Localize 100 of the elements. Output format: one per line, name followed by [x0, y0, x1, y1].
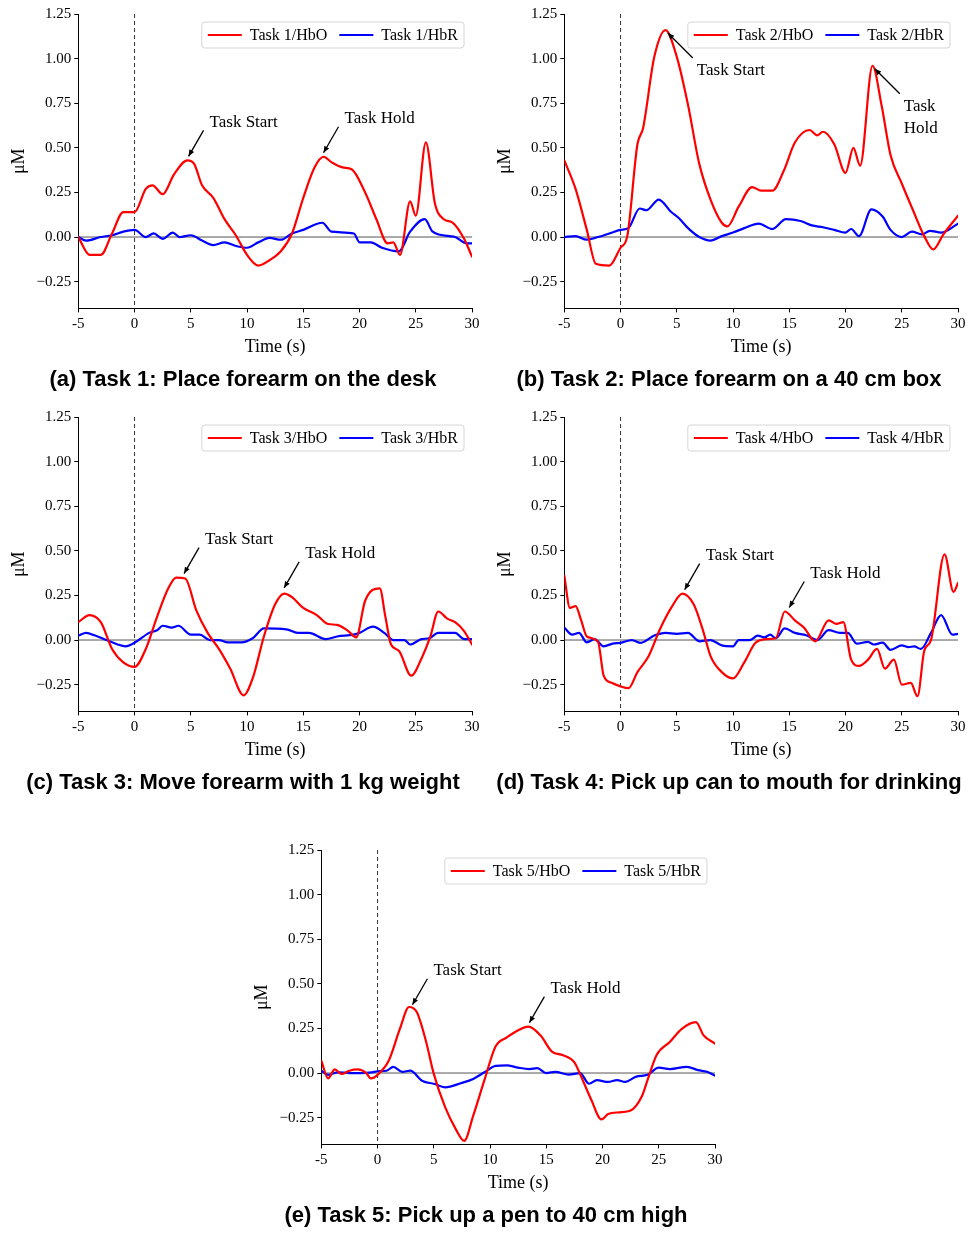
- y-tick-label: 0.00: [45, 630, 72, 647]
- legend-label: Task 5/HbO: [492, 862, 571, 880]
- y-tick-label: 1.25: [45, 4, 72, 21]
- x-tick-label: 10: [482, 1151, 498, 1168]
- line-series: [78, 141, 472, 267]
- line-series: [321, 1064, 715, 1089]
- x-axis-title: Time (s): [730, 335, 792, 357]
- x-tick-label: 0: [616, 718, 625, 735]
- annotation: Task Hold: [305, 543, 376, 563]
- annotation: Task Start: [696, 60, 766, 80]
- y-tick-label: −0.25: [36, 675, 72, 692]
- x-axis-title: Time (s): [244, 738, 306, 760]
- annotation: Task Start: [433, 960, 502, 980]
- x-tick-label: 10: [725, 315, 741, 332]
- x-tick-label: 15: [538, 1151, 554, 1168]
- line-series: [78, 218, 472, 253]
- x-tick-label: 25: [894, 718, 910, 735]
- y-tick-label: 0.50: [45, 138, 72, 155]
- y-tick-label: 1.25: [531, 407, 558, 424]
- x-tick-label: 20: [352, 718, 368, 735]
- y-tick-label: 1.00: [531, 452, 558, 469]
- x-tick-label: 10: [725, 718, 741, 735]
- y-tick-label: 1.00: [45, 49, 72, 66]
- x-tick-label: 0: [616, 315, 625, 332]
- y-tick-label: 0.00: [45, 227, 72, 244]
- line-series: [564, 613, 958, 651]
- line-series: [564, 28, 958, 267]
- y-tick-label: 0.50: [531, 541, 558, 558]
- x-tick-label: 30: [707, 1151, 723, 1168]
- legend-label: Task 4/HbO: [735, 429, 814, 447]
- y-tick-label: 0.50: [288, 974, 315, 991]
- y-tick-label: 0.50: [45, 541, 72, 558]
- y-tick-label: 0.50: [531, 138, 558, 155]
- x-tick-label: 20: [352, 315, 368, 332]
- x-tick-label: 25: [408, 718, 424, 735]
- x-tick-label: 30: [950, 718, 966, 735]
- y-axis-title: μM: [493, 148, 514, 175]
- text: (a) Task 1: Place forearm on the desk: [48, 366, 438, 392]
- annotation: Task Hold: [550, 978, 622, 998]
- x-tick-label: 5: [430, 1151, 438, 1168]
- legend-label: Task 2/HbR: [867, 26, 945, 44]
- x-tick-label: -5: [72, 718, 85, 735]
- y-tick-label: 1.25: [531, 4, 558, 21]
- text: (e) Task 5: Pick up a pen to 40 cm high: [283, 1202, 689, 1228]
- y-tick-label: −0.25: [522, 675, 558, 692]
- x-tick-label: 5: [187, 718, 195, 735]
- annotation: Task Start: [205, 529, 274, 549]
- x-tick-label: -5: [558, 315, 571, 332]
- text: (d) Task 4: Pick up can to mouth for drinking: [495, 769, 963, 795]
- x-tick-label: 30: [950, 315, 966, 332]
- y-tick-label: 0.00: [531, 630, 558, 647]
- x-axis-title: Time (s): [487, 1171, 549, 1193]
- annotation: Task Start: [209, 111, 279, 131]
- x-tick-label: 10: [239, 315, 255, 332]
- legend-label: Task 5/HbR: [624, 862, 702, 880]
- x-tick-label: -5: [558, 718, 571, 735]
- y-tick-label: 0.75: [288, 930, 315, 947]
- annotation: Task Hold: [344, 108, 416, 128]
- y-tick-label: 0.00: [531, 227, 558, 244]
- annotation: Task Hold: [903, 95, 939, 137]
- y-axis-title: μM: [7, 551, 28, 578]
- y-tick-label: 0.75: [45, 497, 72, 514]
- text: (c) Task 3: Move forearm with 1 kg weight: [25, 769, 461, 795]
- y-tick-label: 0.25: [45, 586, 72, 603]
- x-tick-label: 30: [464, 315, 480, 332]
- x-tick-label: 0: [373, 1151, 382, 1168]
- text: (b) Task 2: Place forearm on a 40 cm box: [515, 366, 943, 392]
- x-tick-label: 20: [595, 1151, 611, 1168]
- x-tick-label: 15: [781, 315, 797, 332]
- y-tick-label: −0.25: [36, 272, 72, 289]
- x-tick-label: 0: [130, 718, 139, 735]
- x-tick-label: 5: [673, 718, 681, 735]
- line-series: [78, 576, 472, 697]
- x-tick-label: 10: [239, 718, 255, 735]
- y-tick-label: 0.75: [531, 94, 558, 111]
- x-tick-label: -5: [315, 1151, 328, 1168]
- annotation: Task Hold: [810, 562, 881, 582]
- x-tick-label: 20: [838, 315, 854, 332]
- y-axis-title: μM: [493, 551, 514, 578]
- legend-label: Task 1/HbO: [249, 26, 328, 44]
- legend-label: Task 2/HbO: [735, 26, 814, 44]
- x-tick-label: 25: [651, 1151, 667, 1168]
- legend-label: Task 3/HbR: [381, 429, 459, 447]
- x-tick-label: 30: [464, 718, 480, 735]
- y-tick-label: 1.00: [288, 885, 315, 902]
- y-tick-label: 0.00: [288, 1063, 315, 1080]
- y-tick-label: 0.25: [288, 1019, 315, 1036]
- x-tick-label: 5: [673, 315, 681, 332]
- legend-label: Task 4/HbR: [867, 429, 945, 447]
- legend-label: Task 3/HbO: [249, 429, 328, 447]
- y-tick-label: 1.25: [288, 840, 315, 857]
- y-axis-title: μM: [250, 984, 271, 1011]
- y-tick-label: 0.25: [531, 183, 558, 200]
- line-series: [564, 198, 958, 242]
- x-tick-label: 0: [130, 315, 139, 332]
- y-tick-label: 0.75: [531, 497, 558, 514]
- y-tick-label: −0.25: [522, 272, 558, 289]
- y-axis-title: μM: [7, 148, 28, 175]
- annotation: Task Start: [705, 545, 775, 565]
- x-tick-label: 20: [838, 718, 854, 735]
